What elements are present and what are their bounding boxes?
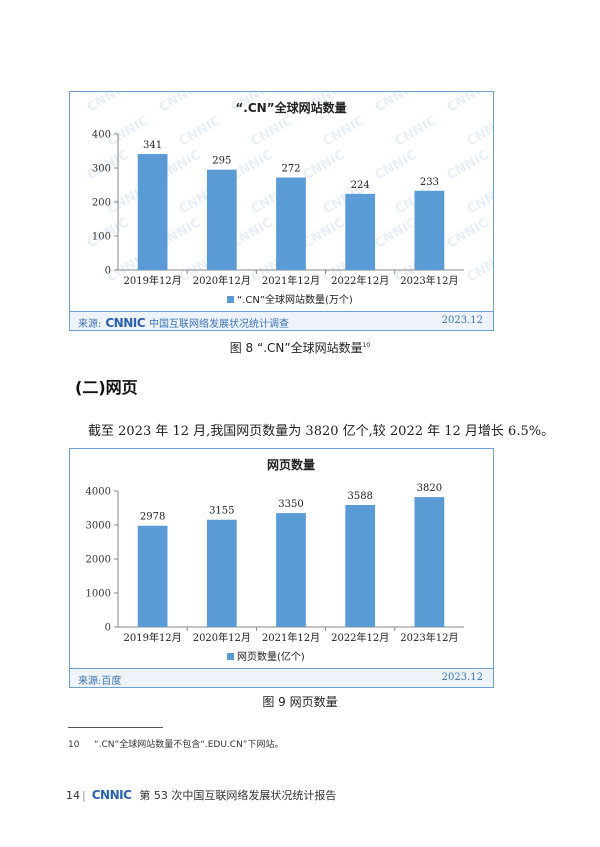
watermark-text: CNNIC xyxy=(373,92,420,115)
figure-source-bar: 来源: 百度 2023.12 xyxy=(70,668,493,687)
x-tick-label: 2021年12月 xyxy=(262,631,320,644)
source-date: 2023.12 xyxy=(441,315,483,326)
watermark-text: CNNIC xyxy=(301,148,348,184)
x-tick-label: 2020年12月 xyxy=(193,631,251,644)
data-label: 233 xyxy=(420,177,439,188)
data-label: 3350 xyxy=(278,499,303,510)
page-number: 14 xyxy=(66,788,80,802)
x-tick-label: 2022年12月 xyxy=(331,274,389,287)
legend-swatch xyxy=(227,296,234,303)
chart-title: “.CN”全球网站数量 xyxy=(235,100,346,115)
figure-web-pages: 网页数量 0 1000 2000 3000 4000 2978 2019年12月 3155 202… xyxy=(69,448,494,688)
watermark-text: CNNIC xyxy=(465,182,494,218)
web-pages-chart: 网页数量 0 1000 2000 3000 4000 2978 2019年12月 3155 202… xyxy=(86,457,464,663)
footnote-rule xyxy=(68,727,163,728)
source-prefix: 来源: xyxy=(78,676,102,687)
figure-caption: 图 8 “.CN”全球网站数量10 xyxy=(0,339,600,356)
figure-cn-websites: CNNIC CNNIC CNNIC CNNIC CNNIC CNNIC CNNIC CNNIC… xyxy=(69,91,494,331)
figure-source-bar: 来源: CNNIC 中国互联网络发展状况统计调查 2023.12 xyxy=(70,311,493,330)
cnnic-logo: CNNIC xyxy=(105,315,146,330)
data-label: 341 xyxy=(143,140,162,151)
watermark-text: CNNIC xyxy=(373,216,420,252)
data-label: 272 xyxy=(281,164,300,175)
y-tick-label: 400 xyxy=(92,130,111,141)
y-tick-label: 0 xyxy=(105,623,111,634)
source-date: 2023.12 xyxy=(441,672,483,683)
page-footer: 14 | CNNIC 第 53 次中国互联网络发展状况统计报告 xyxy=(66,787,336,803)
bar xyxy=(137,525,168,627)
watermark-text: CNNIC xyxy=(249,114,296,150)
legend-swatch xyxy=(227,653,234,660)
watermark-text: CNNIC xyxy=(393,114,440,150)
watermark-text: CNNIC xyxy=(465,250,494,286)
watermark-text: CNNIC xyxy=(445,92,492,115)
y-tick-label: 1000 xyxy=(86,589,111,600)
footnote-text: “.CN”全球网站数量不包含“.EDU.CN”下网站。 xyxy=(94,740,284,750)
x-tick-label: 2021年12月 xyxy=(262,274,320,287)
bar xyxy=(414,497,445,627)
section-heading: (二)网页 xyxy=(75,378,138,397)
x-tick-label: 2019年12月 xyxy=(124,274,182,287)
bar xyxy=(137,154,168,270)
report-title: 第 53 次中国互联网络发展状况统计报告 xyxy=(139,789,337,802)
y-tick-label: 0 xyxy=(105,266,111,277)
data-label: 2978 xyxy=(140,512,165,523)
watermark-text: CNNIC xyxy=(373,148,420,184)
source-prefix: 来源: xyxy=(78,319,102,330)
data-label: 224 xyxy=(351,180,370,191)
data-label: 295 xyxy=(212,156,231,167)
data-label: 3155 xyxy=(209,506,234,517)
y-tick-label: 4000 xyxy=(86,487,111,498)
watermark-text: CNNIC xyxy=(177,114,224,150)
footnote: 10 “.CN”全球网站数量不包含“.EDU.CN”下网站。 xyxy=(68,737,283,750)
source-text: 百度 xyxy=(101,676,122,687)
legend-label: 网页数量(亿个) xyxy=(237,650,305,663)
cnnic-logo: CNNIC xyxy=(91,788,132,802)
bar xyxy=(345,193,376,270)
source-text: 中国互联网络发展状况统计调查 xyxy=(149,319,290,330)
bar xyxy=(276,177,306,270)
watermark-text: CNNIC xyxy=(301,216,348,252)
x-tick-label: 2022年12月 xyxy=(331,631,389,644)
y-tick-label: 200 xyxy=(92,198,111,209)
bar xyxy=(206,169,237,270)
watermark-text: CNNIC xyxy=(85,92,132,115)
x-tick-label: 2023年12月 xyxy=(400,274,458,287)
data-label: 3588 xyxy=(347,491,372,502)
bar xyxy=(276,513,306,627)
footnote-number: 10 xyxy=(68,740,80,750)
y-tick-label: 300 xyxy=(92,164,111,175)
legend-label: “.CN”全球网站数量(万个) xyxy=(237,293,353,306)
caption-footnote-ref: 10 xyxy=(362,342,371,349)
watermark-text: CNNIC xyxy=(445,148,492,184)
body-paragraph: 截至 2023 年 12 月,我国网页数量为 3820 亿个,较 2022 年 … xyxy=(88,424,555,439)
x-tick-label: 2023年12月 xyxy=(400,631,458,644)
footer-separator: | xyxy=(82,788,86,802)
watermark-text: CNNIC xyxy=(465,114,494,150)
figure-caption: 图 9 网页数量 xyxy=(0,693,600,710)
chart-title: 网页数量 xyxy=(267,457,315,472)
caption-text: 图 8 “.CN”全球网站数量 xyxy=(229,341,363,355)
caption-text: 图 9 网页数量 xyxy=(262,695,338,709)
watermark-text: CNNIC xyxy=(157,92,204,115)
bar xyxy=(414,190,445,270)
data-label: 3820 xyxy=(417,483,442,494)
y-tick-label: 100 xyxy=(92,232,111,243)
x-tick-label: 2020年12月 xyxy=(193,274,251,287)
y-tick-label: 3000 xyxy=(86,521,111,532)
watermark-text: CNNIC xyxy=(445,216,492,252)
y-tick-label: 2000 xyxy=(86,555,111,566)
bar xyxy=(206,519,237,627)
bar xyxy=(345,505,376,627)
watermark-text: CNNIC xyxy=(321,114,368,150)
x-tick-label: 2019年12月 xyxy=(124,631,182,644)
